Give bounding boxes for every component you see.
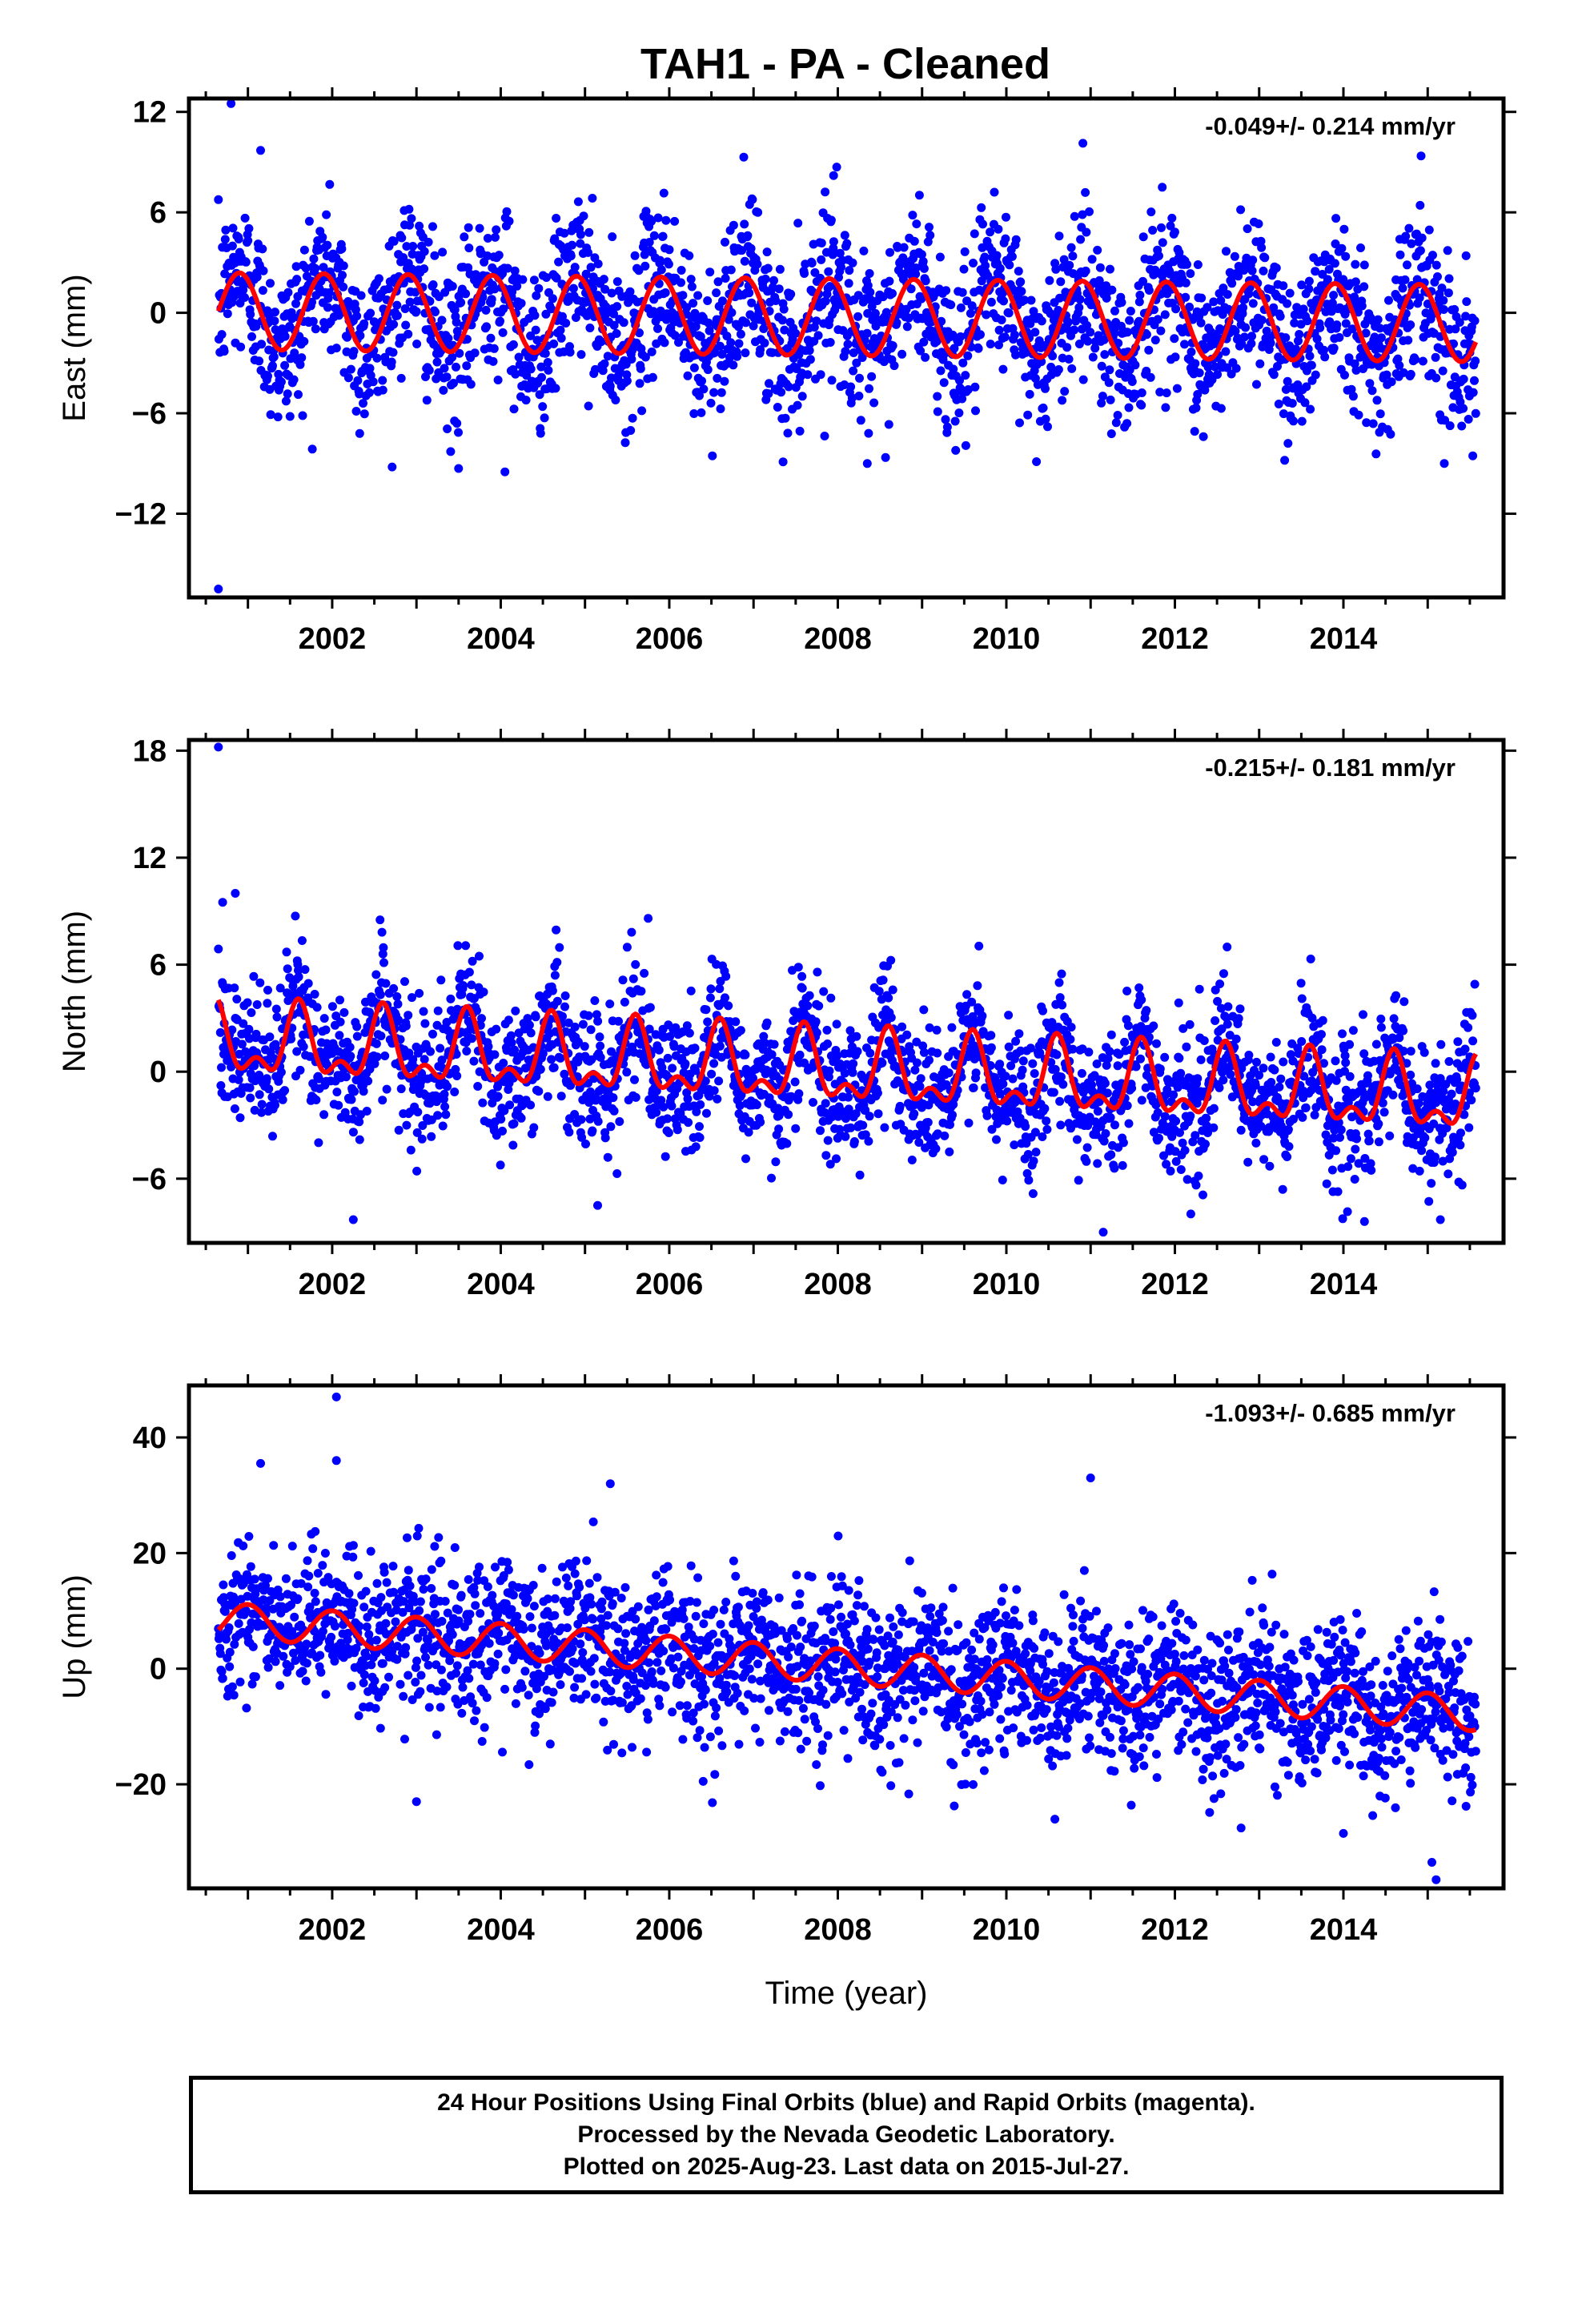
x-tick-label: 2006 <box>636 1913 704 1947</box>
y-tick-label: 0 <box>150 1055 167 1089</box>
x-tick-label: 2012 <box>1141 1913 1209 1947</box>
daily-position-points <box>214 742 1480 1237</box>
y-tick-label: −20 <box>115 1768 167 1802</box>
x-tick-label: 2008 <box>804 622 872 656</box>
plot-frame <box>187 1383 1506 1891</box>
plot-frame <box>187 738 1506 1245</box>
velocity-annotation: -0.049+/- 0.214 mm/yr <box>1205 112 1456 140</box>
y-tick-label: 6 <box>150 196 167 230</box>
x-tick-label: 2002 <box>299 1268 367 1301</box>
footer-line-1: 24 Hour Positions Using Final Orbits (bl… <box>437 2089 1255 2116</box>
x-tick-label: 2010 <box>973 1913 1041 1947</box>
x-axis-label: Time (year) <box>765 1976 928 2011</box>
daily-position-points <box>214 1392 1480 1884</box>
x-tick-label: 2004 <box>467 622 535 656</box>
footer-line-3: Plotted on 2025-Aug-23. Last data on 201… <box>563 2153 1130 2180</box>
y-axis-label: East (mm) <box>57 274 92 421</box>
chart-title: TAH1 - PA - Cleaned <box>640 40 1050 88</box>
x-tick-label: 2012 <box>1141 622 1209 656</box>
panel-north: 2002 2004 2006 2008 2010 2012 2014 18 12 6 0 −6 Nort… <box>57 729 1516 1301</box>
model-fit-line <box>215 270 1479 364</box>
plot-frame <box>187 96 1506 600</box>
model-fit-line <box>215 996 1478 1126</box>
x-tick-label: 2014 <box>1310 1913 1378 1947</box>
x-tick-label: 2010 <box>973 622 1041 656</box>
x-tick-label: 2008 <box>804 1913 872 1947</box>
y-tick-label: 18 <box>133 734 167 768</box>
y-axis-label: Up (mm) <box>57 1574 92 1699</box>
panel-east: 2002 2004 2006 2008 2010 2012 2014 12 6 0 −6 −12 Eas… <box>57 87 1516 656</box>
x-tick-label: 2008 <box>804 1268 872 1301</box>
x-tick-label: 2002 <box>299 622 367 656</box>
y-tick-label: 6 <box>150 949 167 983</box>
x-tick-label: 2004 <box>467 1913 535 1947</box>
x-tick-label: 2010 <box>973 1268 1041 1301</box>
footer-line-2: Processed by the Nevada Geodetic Laborat… <box>577 2121 1115 2148</box>
y-tick-label: −6 <box>132 397 167 431</box>
velocity-annotation: -0.215+/- 0.181 mm/yr <box>1205 754 1456 782</box>
x-tick-label: 2014 <box>1310 622 1378 656</box>
y-tick-label: 12 <box>133 842 167 875</box>
y-axis-label: North (mm) <box>57 911 92 1072</box>
x-tick-label: 2006 <box>636 622 704 656</box>
daily-position-points <box>214 99 1480 594</box>
y-tick-label: 0 <box>150 297 167 331</box>
y-tick-label: 12 <box>133 96 167 130</box>
velocity-annotation: -1.093+/- 0.685 mm/yr <box>1205 1399 1456 1427</box>
x-tick-label: 2014 <box>1310 1268 1378 1301</box>
processing-note-box: 24 Hour Positions Using Final Orbits (bl… <box>189 2076 1504 2194</box>
x-tick-label: 2012 <box>1141 1268 1209 1301</box>
model-fit-line <box>216 1602 1477 1734</box>
x-tick-label: 2002 <box>299 1913 367 1947</box>
y-tick-label: −6 <box>132 1163 167 1196</box>
y-tick-label: 0 <box>150 1653 167 1687</box>
y-tick-label: −12 <box>115 497 167 531</box>
y-tick-label: 40 <box>133 1421 167 1455</box>
y-tick-label: 20 <box>133 1537 167 1570</box>
x-tick-label: 2004 <box>467 1268 535 1301</box>
panel-up: 2002 2004 2006 2008 2010 2012 2014 40 20 0 −20 Up (… <box>57 1374 1516 2011</box>
x-tick-label: 2006 <box>636 1268 704 1301</box>
